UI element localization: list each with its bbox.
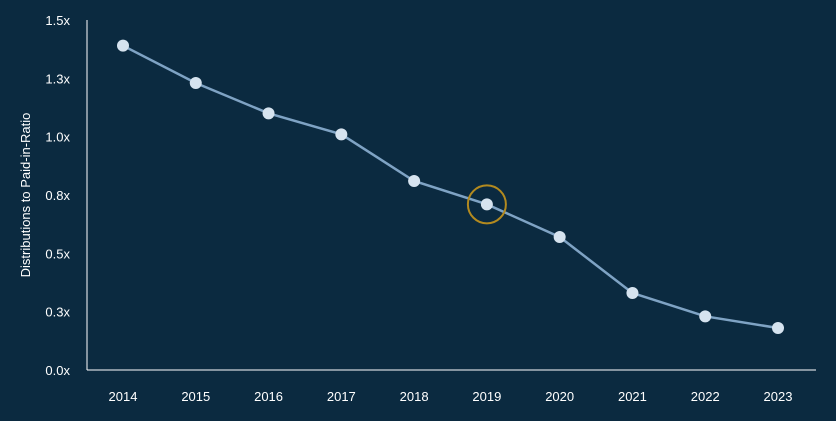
x-tick-label: 2023: [764, 389, 793, 404]
x-tick-label: 2021: [618, 389, 647, 404]
x-tick-label: 2015: [181, 389, 210, 404]
x-tick-label: 2016: [254, 389, 283, 404]
data-point[interactable]: [262, 107, 275, 120]
data-point[interactable]: [626, 287, 639, 299]
highlight-ring: [466, 184, 507, 225]
y-tick-labels: 0.0x 0.3x 0.5x 0.8x 1.0x 1.3x 1.5x: [45, 13, 70, 378]
y-tick-label: 1.0x: [45, 130, 70, 145]
x-tick-label: 2022: [691, 389, 720, 404]
data-point[interactable]: [408, 175, 421, 187]
y-tick-label: 0.8x: [45, 188, 70, 203]
y-tick-label: 0.3x: [45, 305, 70, 320]
y-tick-label: 1.5x: [45, 13, 70, 28]
y-tick-label: 0.0x: [45, 363, 70, 378]
data-point[interactable]: [699, 310, 712, 323]
series-group: [117, 39, 784, 334]
series-line: [122, 44, 779, 330]
x-tick-label: 2014: [109, 389, 138, 404]
y-tick-label: 1.3x: [45, 71, 70, 86]
data-point[interactable]: [335, 128, 348, 141]
data-point[interactable]: [189, 77, 202, 89]
y-tick-label: 0.5x: [45, 246, 70, 261]
x-tick-label: 2018: [400, 389, 429, 404]
data-point[interactable]: [553, 231, 566, 243]
data-point[interactable]: [480, 198, 493, 211]
x-tick-labels: 2014 2015 2016 2017 2018 2019 2020 2021 2022 2023: [109, 389, 793, 404]
x-tick-label: 2017: [327, 389, 356, 404]
x-tick-label: 2020: [545, 389, 574, 404]
data-point[interactable]: [117, 39, 129, 52]
data-point[interactable]: [772, 322, 784, 334]
x-tick-label: 2019: [472, 389, 501, 404]
y-axis-title: Distributions to Paid-in-Ratio: [18, 113, 33, 278]
